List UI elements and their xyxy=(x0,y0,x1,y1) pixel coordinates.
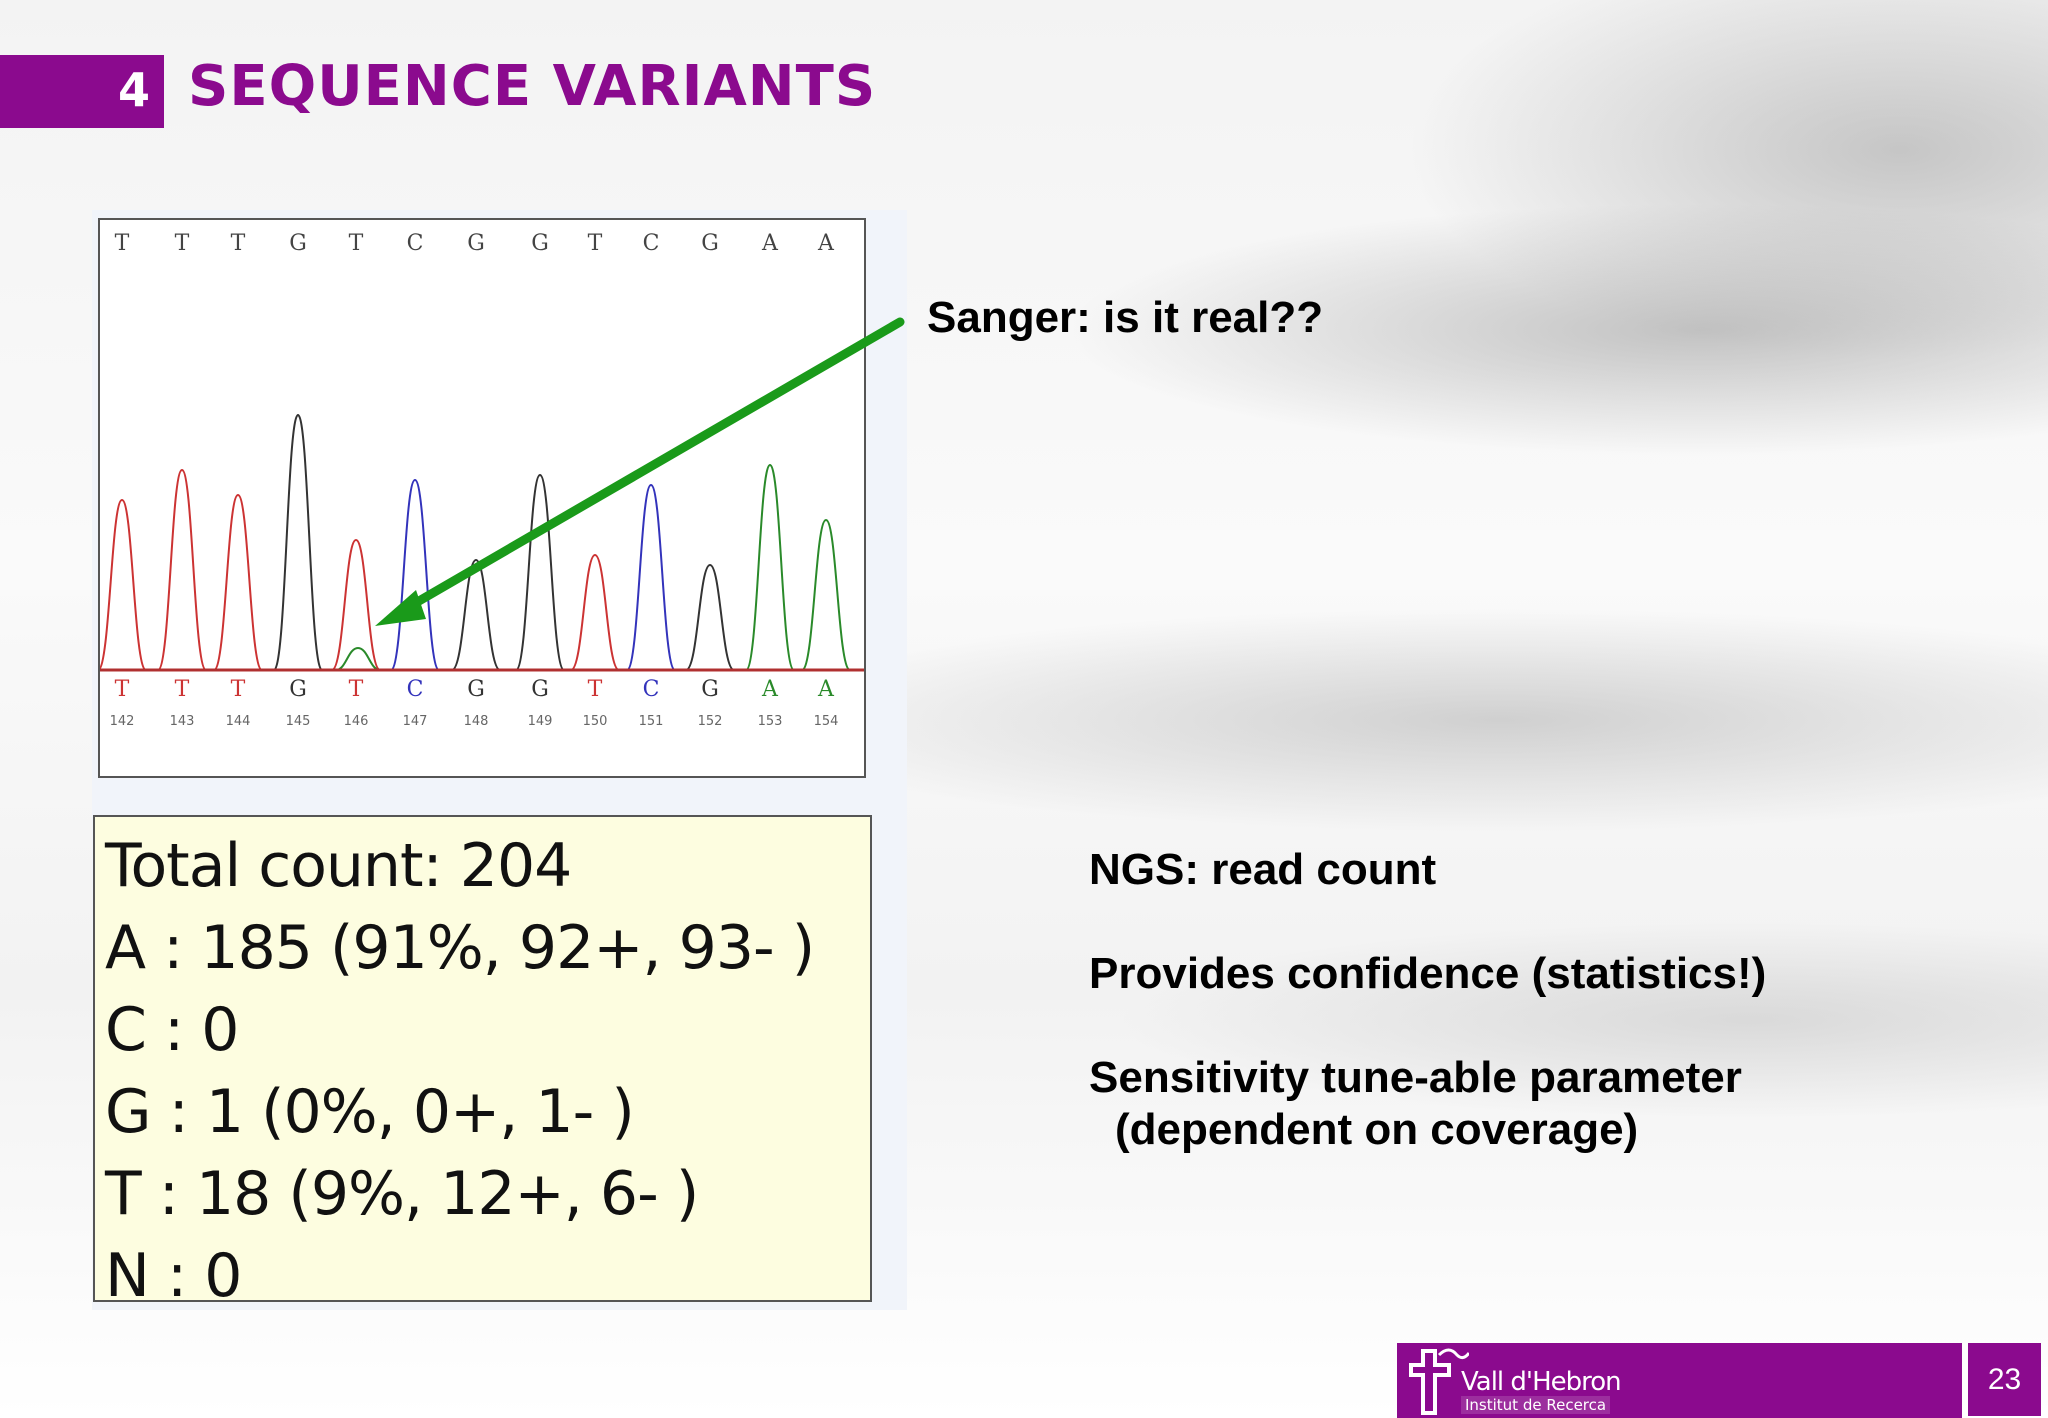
position-label: 142 xyxy=(110,714,135,729)
logo-subtitle: Institut de Recerca xyxy=(1461,1396,1611,1414)
position-label: 148 xyxy=(464,714,489,729)
count-t: T : 18 (9%, 12+, 6- ) xyxy=(105,1159,699,1229)
trace-peak xyxy=(515,473,565,671)
trace-peak xyxy=(745,463,795,671)
ngs-point-3-line2: (dependent on coverage) xyxy=(1115,1105,1639,1154)
top-base-call: T xyxy=(231,231,246,256)
page-number: 23 xyxy=(1987,1363,2022,1396)
trace-peak xyxy=(100,498,147,671)
bottom-base-call: C xyxy=(643,677,660,702)
top-base-call: G xyxy=(467,231,485,256)
bottom-base-call: T xyxy=(115,677,130,702)
secondary-peak xyxy=(335,646,381,671)
bottom-base-call: G xyxy=(701,677,719,702)
top-base-call: T xyxy=(349,231,364,256)
sanger-question: Sanger: is it real?? xyxy=(927,293,1324,342)
bottom-base-call: T xyxy=(175,677,190,702)
top-base-call: A xyxy=(817,231,835,256)
position-label: 150 xyxy=(583,714,608,729)
trace-peak xyxy=(213,493,263,671)
top-base-call: A xyxy=(761,231,779,256)
ngs-notes: NGS: read count Provides confidence (sta… xyxy=(1089,844,1766,1208)
bottom-base-call: A xyxy=(761,677,779,702)
trace-peak xyxy=(685,563,735,671)
ngs-point-2: Provides confidence (statistics!) xyxy=(1089,949,1767,998)
section-number-bar: 4 xyxy=(0,55,164,128)
position-label: 153 xyxy=(758,714,783,729)
trace-peak xyxy=(801,518,851,671)
ngs-point-3: Sensitivity tune-able parameter (depende… xyxy=(1089,1052,1766,1156)
bottom-base-call: C xyxy=(407,677,424,702)
bottom-base-call: T xyxy=(588,677,603,702)
position-label: 152 xyxy=(698,714,723,729)
bottom-base-call: G xyxy=(531,677,549,702)
count-n: N : 0 xyxy=(105,1241,242,1311)
total-count: Total count: 204 xyxy=(105,831,572,901)
ngs-point-3-line1: Sensitivity tune-able parameter xyxy=(1089,1053,1742,1102)
top-base-call: T xyxy=(588,231,603,256)
position-label: 154 xyxy=(814,714,839,729)
top-base-call: T xyxy=(115,231,130,256)
top-base-call: C xyxy=(643,231,660,256)
bottom-base-call: G xyxy=(467,677,485,702)
trace-peak xyxy=(451,558,501,671)
position-label: 147 xyxy=(403,714,428,729)
bottom-base-call: A xyxy=(817,677,835,702)
position-label: 146 xyxy=(344,714,369,729)
position-label: 143 xyxy=(170,714,195,729)
trace-peak xyxy=(331,538,381,671)
top-base-call: G xyxy=(701,231,719,256)
trace-peak xyxy=(626,483,676,671)
ngs-point-1: NGS: read count xyxy=(1089,845,1437,894)
bottom-base-call: G xyxy=(289,677,307,702)
count-g: G : 1 (0%, 0+, 1- ) xyxy=(105,1077,635,1147)
trace-peak xyxy=(390,478,440,671)
count-a: A : 185 (91%, 92+, 93- ) xyxy=(105,913,815,983)
bottom-base-call: T xyxy=(231,677,246,702)
section-number: 4 xyxy=(117,63,150,117)
bottom-base-call: T xyxy=(349,677,364,702)
read-count-panel: Total count: 204 A : 185 (91%, 92+, 93- … xyxy=(93,815,872,1311)
position-label: 149 xyxy=(528,714,553,729)
position-label: 151 xyxy=(639,714,664,729)
top-base-call: T xyxy=(175,231,190,256)
trace-peak xyxy=(570,553,620,671)
cross-logo-icon xyxy=(1409,1348,1469,1415)
top-base-call: G xyxy=(531,231,549,256)
top-base-call: G xyxy=(289,231,307,256)
count-c: C : 0 xyxy=(105,995,239,1065)
page-number-box: 23 xyxy=(1968,1343,2041,1416)
institution-logo: Vall d'Hebron Institut de Recerca xyxy=(1397,1343,1962,1418)
slide-title: SEQUENCE VARIANTS xyxy=(188,54,877,119)
position-label: 144 xyxy=(226,714,251,729)
trace-peak xyxy=(273,413,323,671)
sanger-chromatogram: T T T G T C G G T C G A A T T T G T C G G T C G A A 142 143 144 145… xyxy=(98,218,866,778)
logo-name: Vall d'Hebron xyxy=(1461,1367,1622,1397)
top-base-call: C xyxy=(407,231,424,256)
chromatogram-trace: T T T G T C G G T C G A A T T T G T C G G T C G A A 142 143 144 145… xyxy=(100,231,864,729)
position-label: 145 xyxy=(286,714,311,729)
trace-peak xyxy=(157,468,207,671)
